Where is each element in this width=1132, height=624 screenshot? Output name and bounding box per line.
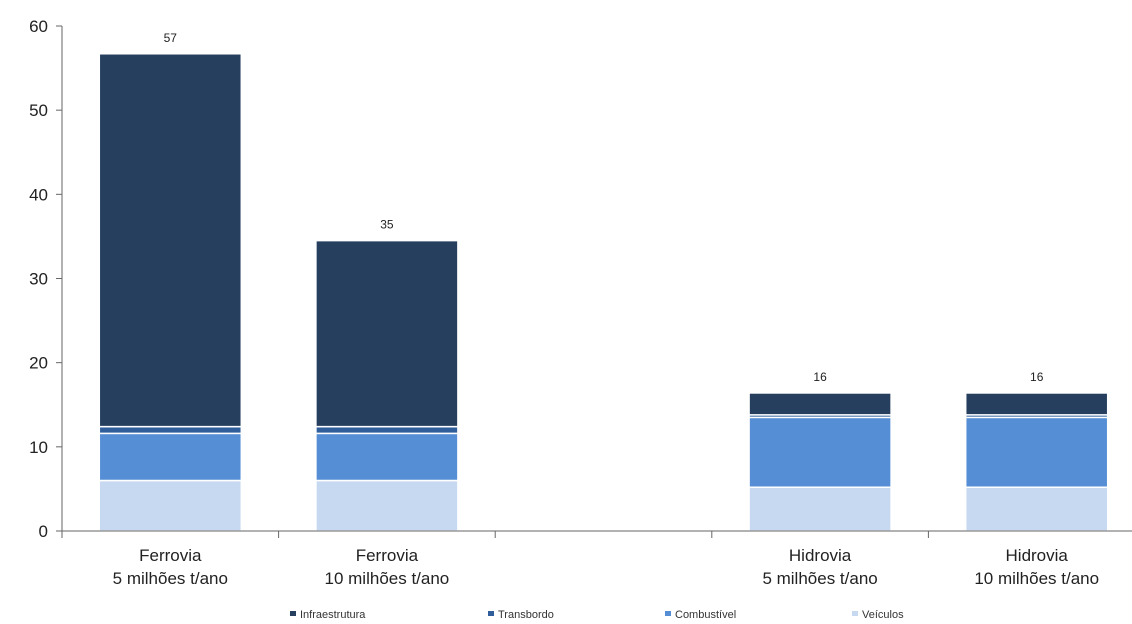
bar-segment	[964, 486, 1109, 532]
legend-swatch	[852, 611, 858, 616]
x-axis: Ferrovia 5 milhões t/ano Ferrovia 10 milhõe…	[61, 530, 1132, 588]
x-category-label: 10 milhões t/ano	[325, 569, 450, 588]
bar-segment	[748, 486, 892, 532]
total-data-label: 35	[380, 218, 394, 232]
bar-segment	[748, 416, 892, 488]
bar-segment	[98, 432, 243, 482]
legend: Infraestrutura Transbordo Combustível Veícu…	[290, 609, 904, 621]
x-category-label: 5 milhões t/ano	[762, 569, 877, 588]
legend-swatch	[665, 611, 671, 616]
x-category-label: 10 milhões t/ano	[974, 569, 1099, 588]
y-tick-label: 20	[29, 354, 48, 373]
bar-segment	[98, 425, 243, 435]
x-category-label: Ferrovia	[139, 546, 202, 565]
legend-swatch	[488, 611, 494, 616]
y-axis: 0 10 20 30 40 50 60	[29, 17, 63, 541]
x-category-label: Ferrovia	[356, 546, 419, 565]
y-tick-label: 0	[39, 522, 48, 541]
legend-label: Transbordo	[498, 609, 554, 621]
bar-segment	[315, 425, 459, 435]
bar-segment	[315, 239, 459, 428]
bar-segment	[964, 416, 1109, 488]
bar-segment	[98, 53, 243, 428]
y-tick-label: 60	[29, 17, 48, 36]
total-data-label: 16	[813, 370, 827, 384]
bar-segment	[315, 432, 459, 482]
bar-segment	[748, 392, 892, 416]
legend-label: Veículos	[862, 609, 904, 621]
y-tick-label: 50	[29, 101, 48, 120]
bar-segment	[964, 392, 1109, 416]
y-tick-label: 40	[29, 185, 48, 204]
legend-label: Combustível	[675, 609, 736, 621]
legend-label: Infraestrutura	[300, 609, 366, 621]
y-tick-label: 10	[29, 438, 48, 457]
total-data-label: 57	[164, 31, 178, 45]
bars	[98, 53, 1109, 532]
y-tick-label: 30	[29, 270, 48, 289]
x-category-label: Hidrovia	[789, 546, 852, 565]
x-category-label: Hidrovia	[1006, 546, 1069, 565]
legend-swatch	[290, 611, 296, 616]
total-labels: 57 35 16 16	[164, 31, 1044, 384]
bar-segment	[98, 479, 243, 532]
x-category-label: 5 milhões t/ano	[113, 569, 228, 588]
total-data-label: 16	[1030, 370, 1044, 384]
bar-segment	[315, 479, 459, 532]
